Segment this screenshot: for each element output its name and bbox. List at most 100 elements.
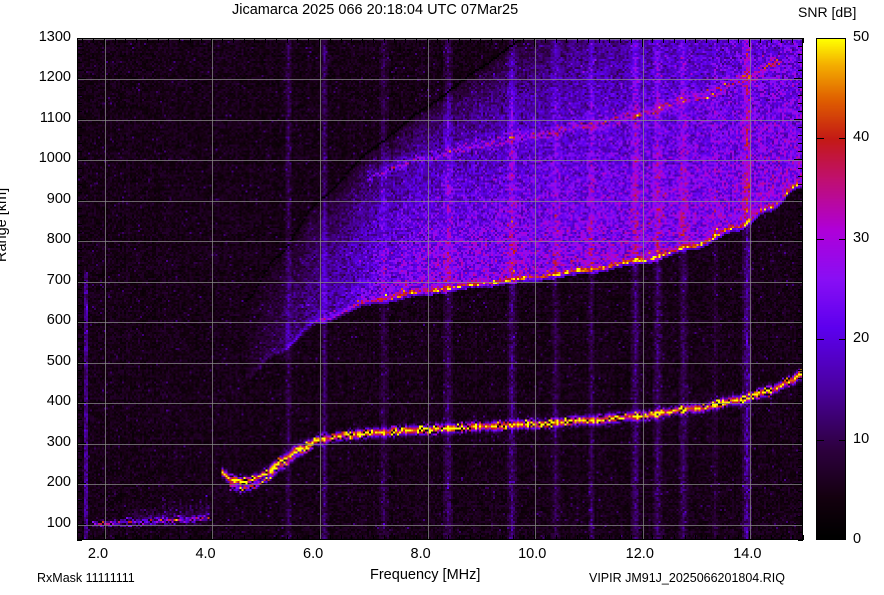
axis-tick xyxy=(469,38,471,43)
axis-tick xyxy=(232,535,234,540)
axis-tick xyxy=(749,531,751,540)
axis-tick xyxy=(798,297,803,299)
axis-tick xyxy=(82,38,84,43)
axis-tick xyxy=(781,38,783,43)
page-title: Jicamarca 2025 066 20:18:04 UTC 07Mar25 xyxy=(232,2,519,18)
axis-tick xyxy=(77,110,82,112)
axis-tick xyxy=(77,280,86,282)
axis-tick xyxy=(265,535,267,540)
axis-tick xyxy=(77,289,82,290)
colorbar-tick xyxy=(817,138,824,140)
axis-tick xyxy=(798,191,803,193)
axis-tick xyxy=(77,62,82,64)
axis-tick xyxy=(275,38,277,43)
axis-tick xyxy=(577,535,579,540)
axis-tick xyxy=(798,515,803,517)
axis-tick xyxy=(523,535,525,540)
axis-tick xyxy=(232,38,234,43)
x-tick-label: 6.0 xyxy=(303,546,324,562)
axis-tick xyxy=(798,127,803,129)
axis-tick xyxy=(77,313,82,315)
axis-tick xyxy=(534,38,536,47)
axis-tick xyxy=(803,38,804,43)
axis-tick xyxy=(491,38,493,43)
x-tick-label: 10.0 xyxy=(518,546,547,562)
axis-tick xyxy=(286,535,288,540)
axis-tick xyxy=(480,38,482,43)
axis-tick xyxy=(798,102,803,104)
axis-tick xyxy=(77,127,82,129)
axis-tick xyxy=(211,531,213,540)
axis-tick xyxy=(798,167,803,169)
axis-tick xyxy=(798,208,803,210)
axis-tick xyxy=(146,38,148,43)
axis-tick xyxy=(566,38,568,43)
axis-tick xyxy=(340,38,342,43)
ionogram-heatmap xyxy=(78,39,802,539)
axis-tick xyxy=(798,94,803,96)
axis-tick xyxy=(792,38,794,43)
axis-tick xyxy=(77,151,82,153)
axis-tick xyxy=(706,38,708,43)
colorbar-tick xyxy=(839,339,846,341)
axis-tick xyxy=(798,499,803,501)
axis-tick xyxy=(179,38,181,43)
axis-tick xyxy=(77,507,82,509)
axis-tick xyxy=(319,531,320,540)
axis-tick xyxy=(77,305,82,307)
axis-tick xyxy=(77,86,82,88)
axis-tick xyxy=(798,110,803,112)
axis-tick xyxy=(437,38,439,43)
axis-tick xyxy=(706,535,708,540)
axis-tick xyxy=(114,38,116,43)
axis-tick xyxy=(641,38,643,47)
colorbar-tick-label: 20 xyxy=(853,330,870,347)
axis-tick xyxy=(372,38,374,43)
axis-tick xyxy=(82,535,84,540)
y-tick-label: 1200 xyxy=(38,69,71,86)
axis-tick xyxy=(77,240,86,242)
axis-tick xyxy=(77,135,82,137)
axis-tick xyxy=(794,78,803,80)
axis-tick xyxy=(798,62,803,64)
axis-tick xyxy=(77,329,82,331)
axis-tick xyxy=(448,38,450,43)
axis-tick xyxy=(798,183,803,185)
axis-tick xyxy=(77,321,86,323)
axis-tick xyxy=(652,535,654,540)
axis-tick xyxy=(308,535,310,540)
axis-tick xyxy=(362,535,364,540)
y-axis-title: Range [km] xyxy=(0,187,10,262)
axis-tick xyxy=(798,46,803,48)
axis-tick xyxy=(798,507,803,509)
axis-tick xyxy=(93,38,95,43)
axis-tick xyxy=(798,369,803,371)
axis-tick xyxy=(77,54,82,56)
colorbar-tick xyxy=(839,439,846,441)
axis-tick xyxy=(77,345,82,347)
colorbar-title: SNR [dB] xyxy=(798,4,857,20)
axis-tick xyxy=(491,535,493,540)
axis-tick xyxy=(798,450,803,452)
axis-tick xyxy=(77,426,82,428)
axis-tick xyxy=(781,535,783,540)
axis-tick xyxy=(372,535,374,540)
colorbar-tick xyxy=(817,238,824,240)
axis-tick xyxy=(673,535,675,540)
axis-tick xyxy=(351,535,353,540)
axis-tick xyxy=(587,535,589,540)
axis-tick xyxy=(136,38,138,43)
axis-tick xyxy=(598,38,600,43)
axis-tick xyxy=(759,38,761,43)
axis-tick xyxy=(684,535,686,540)
axis-tick xyxy=(103,531,105,540)
axis-tick xyxy=(794,483,803,485)
colorbar xyxy=(816,38,846,540)
axis-tick xyxy=(405,535,407,540)
axis-tick xyxy=(794,402,803,404)
axis-tick xyxy=(189,535,191,540)
axis-tick xyxy=(770,38,772,43)
axis-tick xyxy=(798,329,803,331)
axis-tick xyxy=(286,38,288,43)
axis-tick xyxy=(77,434,82,436)
